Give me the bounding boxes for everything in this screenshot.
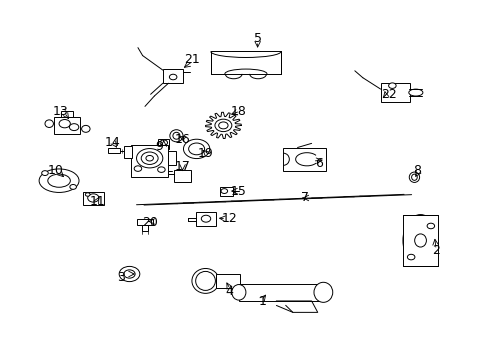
Ellipse shape — [407, 222, 432, 259]
Circle shape — [87, 194, 99, 202]
Circle shape — [201, 215, 210, 222]
Ellipse shape — [231, 284, 245, 300]
Text: 2: 2 — [431, 244, 439, 257]
FancyBboxPatch shape — [238, 284, 323, 301]
Circle shape — [188, 143, 204, 155]
Circle shape — [388, 83, 395, 89]
FancyBboxPatch shape — [195, 212, 216, 226]
FancyBboxPatch shape — [380, 83, 409, 102]
Ellipse shape — [195, 271, 215, 291]
Text: 17: 17 — [174, 160, 190, 174]
Circle shape — [141, 152, 158, 165]
Ellipse shape — [402, 215, 437, 266]
Circle shape — [70, 184, 76, 189]
Ellipse shape — [48, 174, 70, 187]
Ellipse shape — [408, 89, 422, 96]
FancyBboxPatch shape — [61, 111, 73, 117]
Circle shape — [41, 171, 48, 176]
Ellipse shape — [414, 234, 426, 247]
Text: 1: 1 — [258, 295, 266, 308]
Text: 19: 19 — [198, 147, 213, 159]
Ellipse shape — [408, 172, 419, 183]
Text: 11: 11 — [90, 195, 106, 208]
Text: 3: 3 — [117, 271, 125, 284]
Text: 13: 13 — [53, 105, 68, 118]
Circle shape — [136, 149, 163, 168]
Circle shape — [145, 156, 153, 161]
FancyBboxPatch shape — [402, 215, 437, 266]
Ellipse shape — [81, 125, 90, 132]
Circle shape — [407, 254, 414, 260]
FancyBboxPatch shape — [131, 145, 168, 176]
FancyBboxPatch shape — [142, 225, 147, 231]
Circle shape — [426, 223, 434, 229]
FancyBboxPatch shape — [158, 139, 169, 149]
Ellipse shape — [169, 130, 183, 142]
FancyBboxPatch shape — [136, 219, 153, 225]
Text: 9: 9 — [155, 140, 163, 153]
Text: 20: 20 — [142, 216, 157, 229]
Ellipse shape — [313, 282, 332, 302]
Circle shape — [85, 193, 90, 196]
Circle shape — [69, 124, 79, 131]
FancyBboxPatch shape — [108, 148, 120, 153]
Circle shape — [123, 270, 135, 278]
Text: 15: 15 — [230, 185, 246, 198]
FancyBboxPatch shape — [167, 151, 176, 165]
Text: 7: 7 — [300, 192, 308, 204]
FancyBboxPatch shape — [174, 170, 191, 182]
Text: 8: 8 — [412, 164, 420, 177]
Text: 10: 10 — [48, 164, 63, 177]
Ellipse shape — [39, 169, 79, 193]
FancyBboxPatch shape — [220, 187, 233, 195]
Text: 4: 4 — [225, 285, 233, 298]
Circle shape — [59, 120, 70, 128]
Text: 14: 14 — [104, 136, 120, 149]
Circle shape — [134, 166, 142, 171]
Circle shape — [160, 140, 167, 145]
Circle shape — [119, 266, 140, 282]
FancyBboxPatch shape — [283, 148, 325, 171]
Circle shape — [169, 74, 177, 80]
Ellipse shape — [411, 174, 416, 180]
FancyBboxPatch shape — [216, 274, 239, 288]
FancyBboxPatch shape — [163, 69, 183, 83]
Text: 22: 22 — [381, 88, 396, 101]
FancyBboxPatch shape — [123, 146, 132, 158]
Ellipse shape — [173, 132, 180, 139]
Circle shape — [157, 167, 165, 172]
Ellipse shape — [45, 120, 53, 127]
Polygon shape — [136, 194, 411, 205]
Text: 16: 16 — [174, 133, 190, 146]
Text: 18: 18 — [230, 105, 246, 118]
Circle shape — [215, 119, 231, 132]
Circle shape — [221, 189, 227, 193]
Text: 6: 6 — [314, 157, 322, 170]
Text: 5: 5 — [253, 32, 261, 45]
Ellipse shape — [191, 269, 219, 293]
FancyBboxPatch shape — [210, 51, 281, 74]
Circle shape — [183, 139, 209, 158]
Circle shape — [218, 122, 227, 129]
FancyBboxPatch shape — [54, 117, 80, 134]
FancyBboxPatch shape — [83, 192, 103, 205]
Text: 12: 12 — [221, 212, 237, 225]
Text: 21: 21 — [183, 53, 200, 66]
